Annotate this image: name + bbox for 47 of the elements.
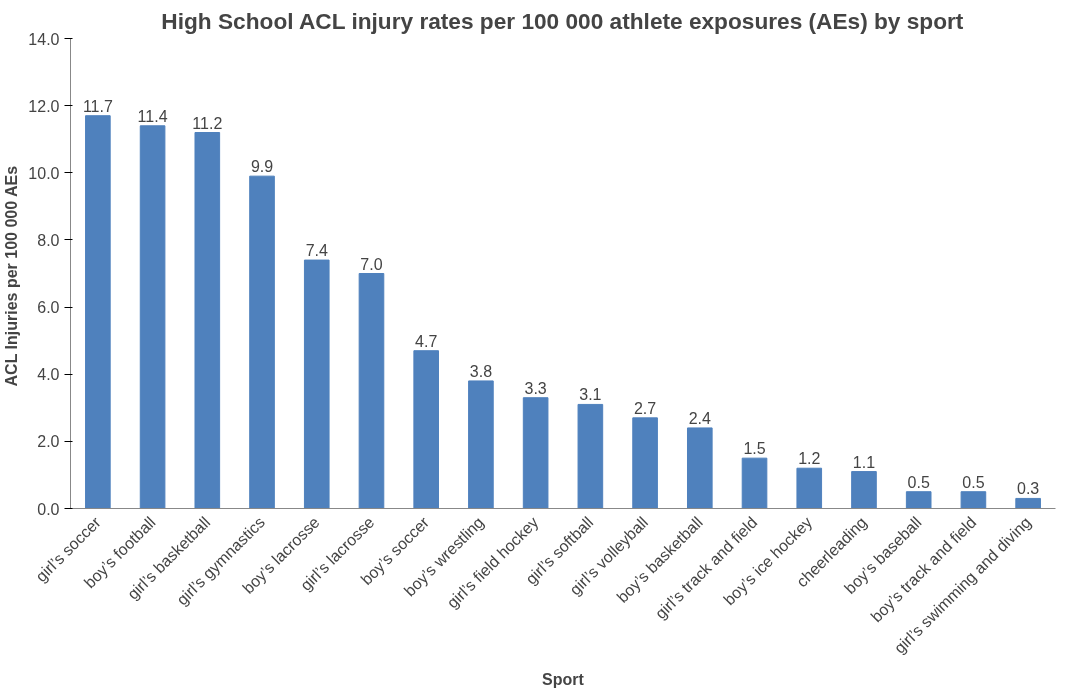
bar	[194, 132, 221, 509]
bar	[905, 491, 932, 509]
data-label: 11.7	[82, 97, 113, 115]
y-tick-label: 8.0	[37, 231, 60, 249]
bar	[413, 350, 440, 509]
data-label: 1.5	[743, 440, 766, 458]
data-label: 2.7	[633, 399, 657, 417]
y-tick-label: 4.0	[37, 366, 60, 384]
y-tick-label: 6.0	[37, 299, 60, 317]
data-label: 1.2	[798, 450, 821, 468]
data-label: 7.4	[305, 242, 328, 260]
bar	[303, 259, 330, 509]
bar	[741, 457, 768, 509]
data-label: 4.7	[415, 332, 438, 350]
bar	[468, 380, 494, 509]
bar	[686, 427, 713, 509]
bar	[851, 471, 877, 509]
bar	[522, 397, 549, 509]
data-label: 0.5	[962, 473, 985, 491]
bar	[796, 467, 823, 509]
data-label: 1.1	[852, 453, 876, 471]
bar	[358, 273, 385, 509]
data-label: 3.3	[524, 379, 547, 397]
bar	[632, 417, 658, 509]
data-label: 9.9	[250, 158, 274, 176]
bar	[960, 491, 987, 509]
data-label: 11.4	[137, 107, 168, 125]
chart-title: High School ACL injury rates per 100 000 athlete exposures (AEs) by sport	[161, 7, 964, 34]
y-tick-label: 10.0	[28, 164, 60, 182]
data-label: 3.8	[469, 362, 493, 380]
bar	[139, 125, 166, 509]
data-label: 0.3	[1017, 480, 1040, 498]
data-label: 0.5	[907, 473, 930, 491]
data-label: 2.4	[688, 409, 712, 427]
data-label: 7.0	[360, 255, 383, 273]
data-label: 11.2	[192, 114, 223, 132]
y-tick-label: 2.0	[37, 433, 60, 451]
y-axis-title: ACL Injuries per 100 000 AEs	[3, 165, 21, 387]
data-label: 3.1	[579, 386, 602, 404]
y-tick-label: 14.0	[28, 30, 60, 48]
y-tick-label: 12.0	[28, 97, 60, 115]
bar	[1015, 497, 1041, 509]
y-tick-label: 0.0	[37, 500, 60, 518]
bar	[85, 115, 111, 509]
bar	[577, 403, 604, 509]
bar	[249, 175, 275, 509]
x-axis-title: Sport	[542, 670, 585, 688]
